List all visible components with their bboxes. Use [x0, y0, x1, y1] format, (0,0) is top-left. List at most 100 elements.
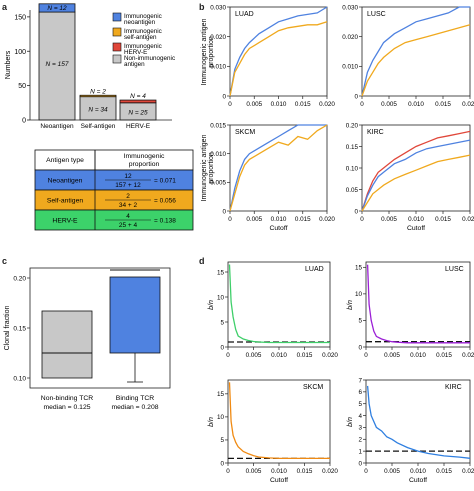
a-table-denominator: 157 + 12	[115, 182, 141, 189]
a-bar-top-label: N = 4	[130, 93, 146, 100]
a-table-cell-type: Self-antigen	[47, 198, 83, 205]
x-tick-label: 0.020	[319, 216, 335, 223]
y-tick-label: 0	[220, 344, 224, 351]
d-y-label: b/n	[208, 417, 215, 427]
series-line-blue	[368, 386, 470, 458]
x-axis-label: Cutoff	[269, 225, 287, 232]
x-tick-label: 0.005	[384, 352, 400, 359]
y-tick-label: 5	[358, 401, 362, 408]
plot-frame	[362, 125, 470, 211]
c-y-label: Clonal fraction	[4, 306, 11, 351]
y-tick-label: 6	[358, 389, 362, 396]
x-tick-label: 0.005	[246, 216, 262, 223]
b-y-label: proportion	[208, 36, 215, 68]
b-y-label: proportion	[208, 152, 215, 184]
a-bar-bottom-label: N = 157	[46, 61, 69, 68]
x-tick-label: 0.015	[436, 468, 452, 475]
c-x-sublabel: median = 0.208	[111, 404, 158, 411]
a-table-denominator: 34 + 2	[119, 202, 138, 209]
series-line-orange	[230, 382, 331, 458]
x-tick-label: 0.010	[271, 216, 287, 223]
series-line-neo	[362, 7, 470, 96]
a-table-header-proportion: proportion	[129, 161, 160, 168]
x-tick-label: 0.005	[381, 101, 397, 108]
d-plot-title: LUAD	[305, 266, 324, 273]
x-tick-label: 0.005	[246, 352, 262, 359]
d-y-label: b/n	[347, 417, 354, 427]
x-axis-label: Cutoff	[409, 477, 427, 484]
b-y-label: Immunogenic antigen	[201, 134, 208, 201]
a-legend-swatch	[113, 55, 121, 63]
y-tick-label: 0	[222, 93, 226, 100]
a-bar-top-label: N = 12	[47, 5, 67, 12]
series-line-self	[362, 155, 470, 211]
x-tick-label: 0.015	[297, 468, 313, 475]
a-y-label: Numbers	[5, 50, 12, 79]
x-tick-label: 0.020	[322, 352, 338, 359]
x-tick-label: 0.015	[295, 101, 311, 108]
y-tick-label: 15	[355, 265, 363, 272]
a-y-tick-label: 150	[14, 14, 26, 21]
y-tick-label: 4	[358, 413, 362, 420]
x-tick-label: 0.010	[271, 468, 287, 475]
c-y-tick-label: 0.10	[13, 375, 26, 382]
x-tick-label: 0	[360, 101, 364, 108]
b-plot-title: LUAD	[235, 11, 254, 18]
a-table-numerator: 12	[124, 173, 132, 180]
b-plot-title: KIRC	[367, 129, 384, 136]
a-legend-swatch	[113, 13, 121, 21]
x-tick-label: 0.020	[462, 101, 474, 108]
x-tick-label: 0.015	[295, 216, 311, 223]
x-tick-label: 0.015	[297, 352, 313, 359]
a-table-value: = 0.056	[154, 198, 176, 205]
x-tick-label: 0.005	[384, 468, 400, 475]
series-line-neo	[230, 7, 327, 96]
y-tick-label: 3	[358, 425, 362, 432]
plot-frame	[230, 7, 327, 96]
y-tick-label: 0	[358, 344, 362, 351]
d-plot-title: SKCM	[303, 384, 323, 391]
x-tick-label: 0.015	[436, 352, 452, 359]
c-box	[42, 311, 92, 378]
plot-frame	[366, 262, 470, 347]
series-line-neo	[362, 140, 470, 211]
a-y-tick-label: 0	[22, 118, 26, 125]
series-line-neo	[230, 125, 327, 211]
y-tick-label: 0.15	[346, 144, 359, 151]
x-tick-label: 0	[228, 216, 232, 223]
a-table-numerator: 4	[126, 213, 130, 220]
a-bar-immunogenic	[80, 95, 116, 97]
y-tick-label: 0.10	[346, 165, 359, 172]
x-tick-label: 0	[360, 216, 364, 223]
x-tick-label: 0.015	[435, 216, 451, 223]
d-plot-title: LUSC	[445, 266, 464, 273]
d-plot-title: KIRC	[445, 384, 462, 391]
x-axis-label: Cutoff	[407, 225, 425, 232]
a-bar-bottom-label: N = 25	[128, 109, 148, 116]
x-tick-label: 0.005	[246, 101, 262, 108]
y-tick-label: 0.015	[210, 122, 226, 129]
y-tick-label: 0	[354, 93, 358, 100]
y-tick-label: 0.20	[346, 122, 359, 129]
a-bar-bottom-label: N = 34	[88, 106, 108, 113]
x-tick-label: 0	[226, 352, 230, 359]
a-table-header-type: Antigen type	[46, 157, 84, 164]
series-line-green	[230, 265, 331, 343]
x-axis-label: Cutoff	[270, 477, 288, 484]
x-tick-label: 0	[364, 468, 368, 475]
y-tick-label: 0	[354, 208, 358, 215]
a-legend-label: self-antigen	[124, 34, 157, 41]
a-legend-swatch	[113, 28, 121, 36]
y-tick-label: 15	[217, 391, 225, 398]
series-line-self	[230, 125, 327, 211]
y-tick-label: 0.030	[210, 4, 226, 11]
b-plot-title: LUSC	[367, 11, 386, 18]
d-y-label: b/n	[347, 300, 354, 310]
y-tick-label: 0.030	[342, 4, 358, 11]
a-table-denominator: 25 + 4	[119, 222, 138, 229]
plot-frame	[230, 125, 327, 211]
b-y-label: Immunogenic antigen	[201, 18, 208, 85]
y-tick-label: 10	[217, 414, 225, 421]
y-tick-label: 10	[217, 294, 225, 301]
x-tick-label: 0.020	[319, 101, 335, 108]
